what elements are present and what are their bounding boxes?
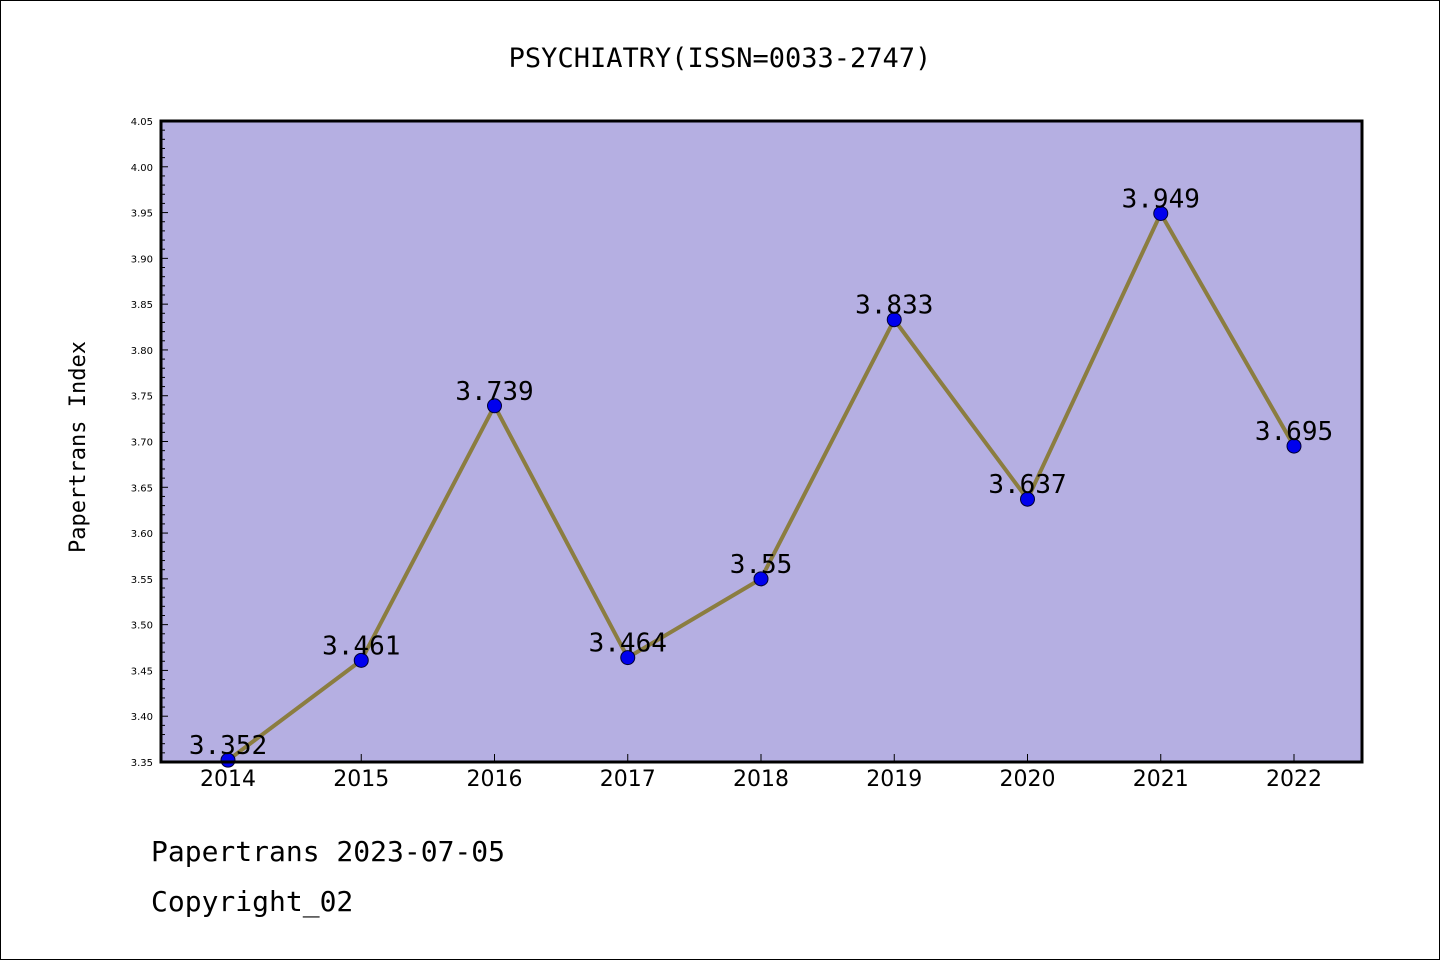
x-tick-label: 2015 [333, 767, 389, 792]
y-tick-label: 3.85 [131, 300, 153, 311]
data-label: 3.833 [855, 291, 933, 321]
y-axis-label: Papertrans Index [66, 341, 91, 553]
y-tick-label: 3.95 [131, 209, 153, 220]
y-tick-label: 3.65 [131, 483, 153, 494]
y-tick-label: 3.55 [131, 575, 153, 586]
data-point [753, 571, 769, 587]
data-label: 3.637 [988, 470, 1066, 500]
y-tick-label: 4.00 [131, 163, 153, 174]
x-tick-label: 2014 [200, 767, 256, 792]
y-tick-label: 3.80 [131, 346, 153, 357]
data-point [220, 752, 236, 768]
footer-date: Papertrans 2023-07-05 [151, 835, 506, 868]
y-tick-label: 3.60 [131, 529, 153, 540]
data-point [1020, 491, 1035, 507]
data-point [620, 650, 636, 666]
y-tick-label: 3.75 [131, 392, 153, 403]
y-tick-label: 3.45 [131, 666, 153, 677]
chart-title: PSYCHIATRY(ISSN=0033-2747) [509, 43, 932, 74]
data-label: 3.461 [322, 631, 400, 661]
y-tick-label: 3.70 [131, 438, 153, 449]
x-tick-label: 2022 [1266, 767, 1322, 792]
plot-area: 3.35 3.40 3.45 3.50 3.55 3.60 3.65 3.70 3.75 3.80… [131, 117, 1364, 792]
y-tick-label: 3.35 [131, 758, 153, 769]
data-point [353, 652, 369, 668]
x-tick-label: 2018 [733, 767, 789, 792]
x-tick-label: 2021 [1133, 767, 1189, 792]
y-tick-label: 3.50 [131, 621, 153, 632]
y-tick-label: 3.40 [131, 712, 153, 723]
y-tick-label: 4.05 [131, 117, 153, 128]
data-label: 3.352 [189, 731, 267, 761]
footer-copyright: Copyright_02 [151, 885, 354, 918]
data-label: 3.695 [1255, 417, 1333, 447]
data-point [487, 398, 502, 414]
data-label: 3.55 [730, 550, 793, 580]
plot-border [159, 119, 1364, 764]
data-label: 3.739 [455, 377, 533, 407]
x-tick-label: 2020 [1000, 767, 1056, 792]
data-point [886, 312, 902, 328]
data-label: 3.464 [589, 629, 667, 659]
data-label: 3.949 [1122, 184, 1200, 214]
data-point [1286, 438, 1302, 454]
x-tick-label: 2016 [467, 767, 523, 792]
x-tick-label: 2019 [866, 767, 922, 792]
plot-background [161, 121, 1362, 762]
y-tick-label: 3.90 [131, 254, 153, 265]
data-point [1153, 205, 1169, 221]
x-tick-label: 2017 [600, 767, 656, 792]
